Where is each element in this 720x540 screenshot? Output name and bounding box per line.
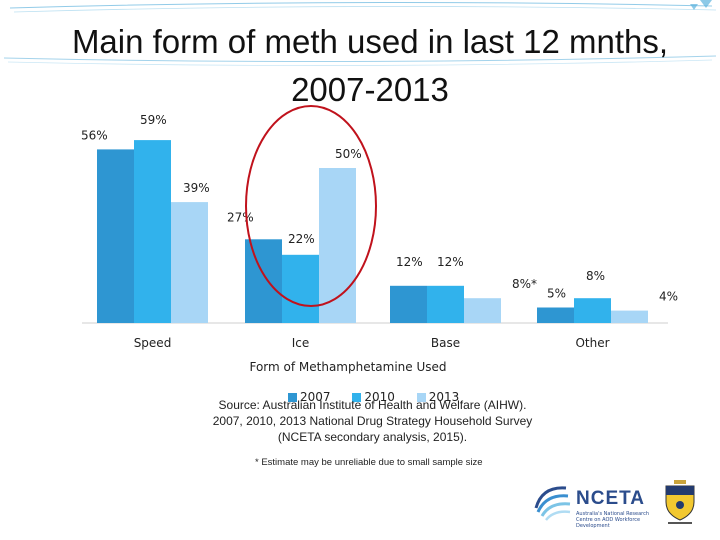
legend-item-2010: 2010 [352, 390, 395, 404]
university-crest-icon [665, 480, 695, 524]
data-label-ice-2007: 27% [227, 210, 254, 224]
bar-speed-2013 [171, 202, 208, 323]
data-label-other-2007: 5% [547, 287, 566, 301]
data-label-base-2013: 8%* [512, 277, 537, 291]
x-axis-title: Form of Methamphetamine Used [249, 360, 446, 374]
bar-ice-2007 [245, 239, 282, 323]
data-label-base-2007: 12% [396, 255, 423, 269]
footnote: * Estimate may be unreliable due to smal… [255, 457, 483, 468]
chart-title: Main form of meth used in last 12 mnths,… [71, 23, 669, 108]
legend-swatch-2007 [288, 392, 297, 402]
bar-chart: 56% 59% 39% Speed 27% 22% 50% Ice 12% 12% 8%* Base 5… [81, 105, 678, 374]
data-label-base-2010: 12% [437, 255, 464, 269]
source-line-1: Source: Australian Institute of Health a… [218, 398, 527, 412]
legend-label-2007: 2007 [300, 390, 331, 404]
nceta-logo: NCETA Australia's National Research Cent… [528, 478, 653, 529]
bar-base-2007 [390, 285, 427, 323]
legend-swatch-2013 [416, 392, 426, 402]
bar-ice-2013 [319, 168, 356, 323]
nceta-swirl-icon [534, 486, 571, 521]
bar-other-2007 [537, 307, 574, 323]
bar-base-2010 [427, 285, 464, 323]
data-label-ice-2013: 50% [335, 147, 362, 161]
source-line-2: 2007, 2010, 2013 National Drug Strategy … [212, 414, 533, 428]
bar-speed-2010 [134, 140, 171, 323]
data-label-other-2010: 8% [586, 269, 605, 283]
source-citation: Source: Australian Institute of Health a… [200, 397, 545, 445]
legend-item-2013: 2013 [416, 390, 460, 404]
data-label-speed-2013: 39% [183, 181, 210, 195]
category-label-speed: Speed [134, 336, 172, 350]
legend-item-2007: 2007 [288, 390, 331, 404]
bar-other-2010 [574, 298, 611, 323]
data-label-speed-2010: 59% [140, 113, 167, 127]
data-label-ice-2010: 22% [288, 232, 315, 246]
ice-highlight-circle [245, 105, 377, 307]
nceta-subtitle: Australia's National Research Centre on … [576, 511, 650, 529]
legend-label-2013: 2013 [428, 390, 460, 404]
header-decoration [3, 0, 717, 66]
bar-speed-2007 [97, 149, 134, 323]
bar-other-2013 [611, 310, 648, 323]
legend-label-2010: 2010 [364, 390, 395, 404]
bar-base-2013 [464, 298, 501, 323]
bar-ice-2010 [282, 254, 319, 323]
source-line-3: (NCETA secondary analysis, 2015). [277, 430, 468, 444]
legend: 2007 2010 2013 [288, 390, 477, 404]
data-label-other-2013: 4% [659, 290, 678, 304]
data-label-speed-2007: 56% [81, 128, 108, 142]
category-label-other: Other [575, 336, 609, 350]
category-label-base: Base [431, 336, 460, 350]
category-label-ice: Ice [292, 336, 310, 350]
nceta-name: NCETA [576, 488, 646, 509]
legend-swatch-2010 [352, 392, 362, 402]
